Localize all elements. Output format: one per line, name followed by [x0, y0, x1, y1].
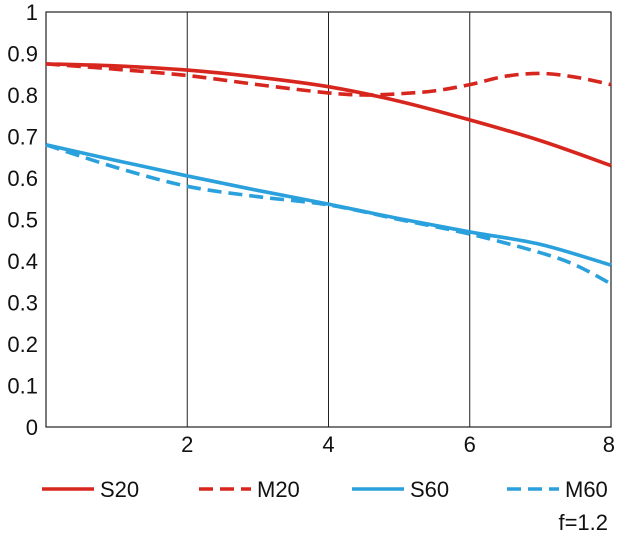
y-tick-label: 0.6 — [7, 166, 38, 191]
y-axis-ticks: 0 0.1 0.2 0.3 0.4 0.5 0.6 0.7 0.8 0.9 1 — [7, 0, 38, 440]
y-tick-label: 0.5 — [7, 208, 38, 233]
x-tick-label: 4 — [322, 432, 334, 457]
series-line-m20 — [45, 62, 612, 97]
series-line-m60 — [45, 143, 612, 286]
y-tick-label: 0.2 — [7, 332, 38, 357]
y-tick-label: 0 — [26, 415, 38, 440]
series-layer — [45, 62, 612, 286]
y-tick-label: 0.3 — [7, 291, 38, 316]
y-tick-label: 0.8 — [7, 83, 38, 108]
legend-label-m60: M60 — [565, 477, 608, 502]
series-line-s20 — [45, 62, 612, 168]
x-tick-label: 8 — [603, 432, 615, 457]
legend-label-m20: M20 — [257, 477, 300, 502]
legend-label-s60: S60 — [410, 477, 449, 502]
legend: S20 M20 S60 M60 — [42, 477, 608, 502]
x-tick-label: 2 — [181, 432, 193, 457]
y-tick-label: 1 — [26, 0, 38, 25]
aperture-annotation: f=1.2 — [558, 510, 608, 535]
plot-frame — [45, 11, 612, 428]
legend-label-s20: S20 — [100, 477, 139, 502]
series-line-s60 — [45, 143, 612, 267]
y-tick-label: 0.4 — [7, 249, 38, 274]
x-tick-label: 6 — [464, 432, 476, 457]
x-axis-ticks: 2 4 6 8 — [181, 432, 615, 457]
y-tick-label: 0.7 — [7, 125, 38, 150]
y-tick-label: 0.9 — [7, 42, 38, 67]
y-tick-label: 0.1 — [7, 374, 38, 399]
